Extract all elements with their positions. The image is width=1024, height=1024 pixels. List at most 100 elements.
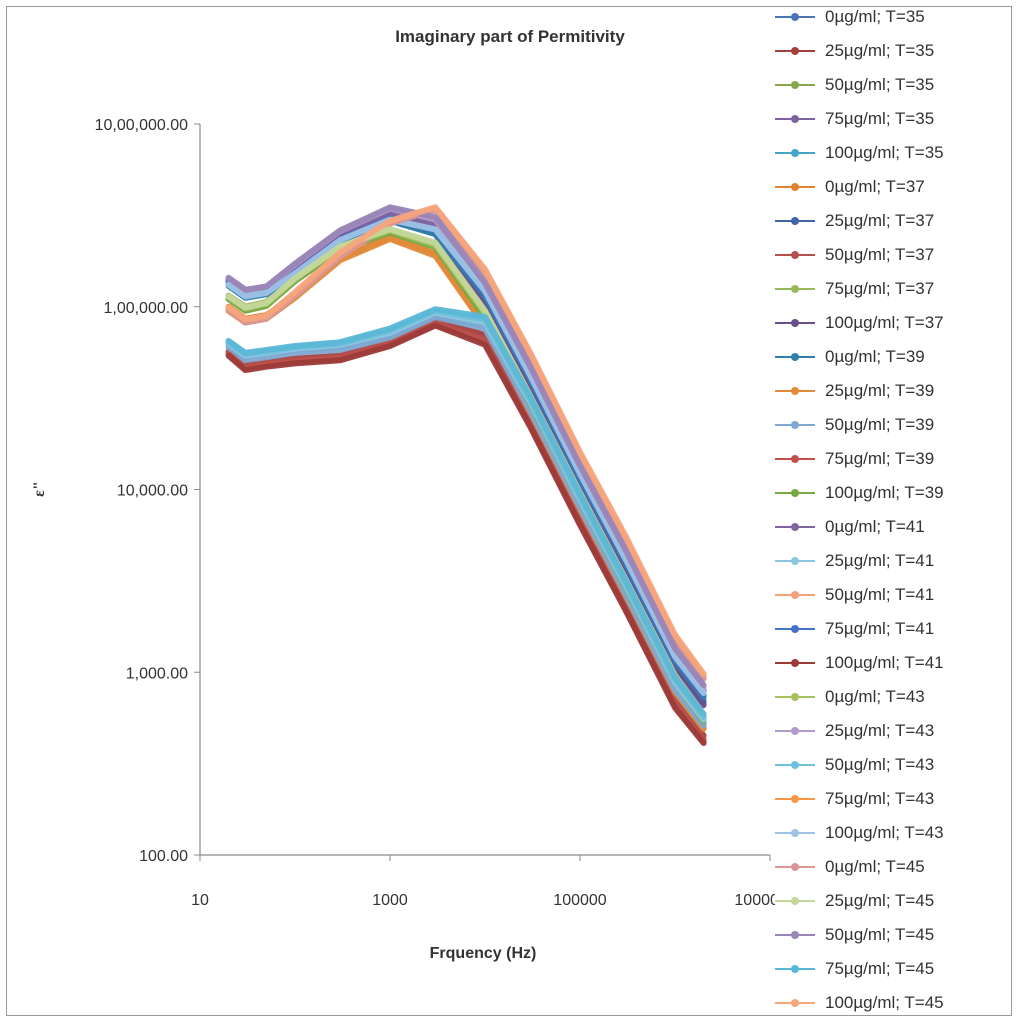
legend-item: 0µg/ml; T=35 <box>775 0 1020 34</box>
legend-label: 100µg/ml; T=43 <box>825 823 944 842</box>
legend-item: 100µg/ml; T=37 <box>775 306 1020 340</box>
legend-swatch <box>775 996 815 1010</box>
legend-item: 0µg/ml; T=37 <box>775 170 1020 204</box>
legend-label: 25µg/ml; T=35 <box>825 41 935 60</box>
legend-swatch <box>775 282 815 296</box>
legend-item: 100µg/ml; T=39 <box>775 476 1020 510</box>
legend-item: 25µg/ml; T=37 <box>775 204 1020 238</box>
legend-swatch <box>775 894 815 908</box>
series-line <box>225 322 707 746</box>
legend-swatch <box>775 928 815 942</box>
legend-swatch <box>775 690 815 704</box>
legend-label: 25µg/ml; T=43 <box>825 721 935 740</box>
legend-item: 75µg/ml; T=39 <box>775 442 1020 476</box>
legend-label: 100µg/ml; T=45 <box>825 993 944 1012</box>
legend-swatch <box>775 588 815 602</box>
legend-label: 0µg/ml; T=45 <box>825 857 925 876</box>
legend-swatch <box>775 316 815 330</box>
legend-label: 0µg/ml; T=35 <box>825 7 925 26</box>
legend-label: 0µg/ml; T=41 <box>825 517 925 536</box>
legend-swatch <box>775 724 815 738</box>
legend-label: 25µg/ml; T=37 <box>825 211 935 230</box>
series-line <box>225 307 707 720</box>
legend-swatch <box>775 792 815 806</box>
legend-item: 75µg/ml; T=45 <box>775 952 1020 986</box>
legend-item: 25µg/ml; T=43 <box>775 714 1020 748</box>
legend-label: 50µg/ml; T=39 <box>825 415 935 434</box>
series-line <box>225 319 707 743</box>
legend-item: 75µg/ml; T=35 <box>775 102 1020 136</box>
legend-label: 25µg/ml; T=39 <box>825 381 935 400</box>
legend-item: 0µg/ml; T=45 <box>775 850 1020 884</box>
series-line <box>225 309 707 723</box>
x-tick-label: 100000 <box>553 892 606 909</box>
legend-label: 100µg/ml; T=39 <box>825 483 944 502</box>
x-tick-label: 10000000 <box>734 892 775 909</box>
legend-label: 100µg/ml; T=41 <box>825 653 944 672</box>
series-line <box>225 313 707 729</box>
x-tick-label: 1000 <box>372 892 408 909</box>
legend-item: 0µg/ml; T=39 <box>775 340 1020 374</box>
y-tick-label: 100.00 <box>139 848 188 865</box>
legend-swatch <box>775 10 815 24</box>
series-line <box>225 234 707 731</box>
legend-item: 75µg/ml; T=43 <box>775 782 1020 816</box>
legend-item: 25µg/ml; T=45 <box>775 884 1020 918</box>
y-tick-label: 1,00,000.00 <box>103 300 188 317</box>
legend-label: 75µg/ml; T=39 <box>825 449 935 468</box>
legend-item: 50µg/ml; T=41 <box>775 578 1020 612</box>
legend-label: 0µg/ml; T=37 <box>825 177 925 196</box>
legend-swatch <box>775 248 815 262</box>
legend-item: 100µg/ml; T=45 <box>775 986 1020 1020</box>
y-tick-label: 10,00,000.00 <box>95 117 189 134</box>
x-tick-label: 10 <box>191 892 209 909</box>
legend-swatch <box>775 44 815 58</box>
legend-swatch <box>775 180 815 194</box>
legend-label: 75µg/ml; T=37 <box>825 279 935 298</box>
legend-item: 100µg/ml; T=43 <box>775 816 1020 850</box>
legend-item: 0µg/ml; T=41 <box>775 510 1020 544</box>
legend-swatch <box>775 656 815 670</box>
legend-swatch <box>775 554 815 568</box>
legend-label: 25µg/ml; T=45 <box>825 891 935 910</box>
legend-label: 50µg/ml; T=37 <box>825 245 935 264</box>
legend-label: 50µg/ml; T=43 <box>825 755 935 774</box>
legend-item: 75µg/ml; T=41 <box>775 612 1020 646</box>
legend-item: 25µg/ml; T=41 <box>775 544 1020 578</box>
legend-swatch <box>775 520 815 534</box>
legend-item: 50µg/ml; T=45 <box>775 918 1020 952</box>
chart-svg: Imaginary part of Permitivity 100.00 1,000… <box>31 27 775 962</box>
series-line <box>225 321 707 745</box>
legend-swatch <box>775 758 815 772</box>
series-line <box>225 312 707 728</box>
legend-label: 75µg/ml; T=35 <box>825 109 935 128</box>
legend-label: 50µg/ml; T=35 <box>825 75 935 94</box>
legend-swatch <box>775 826 815 840</box>
legend-label: 50µg/ml; T=45 <box>825 925 935 944</box>
legend-item: 100µg/ml; T=41 <box>775 646 1020 680</box>
series-line <box>225 229 707 725</box>
legend-item: 75µg/ml; T=37 <box>775 272 1020 306</box>
legend-label: 75µg/ml; T=45 <box>825 959 935 978</box>
legend-label: 25µg/ml; T=41 <box>825 551 935 570</box>
legend-swatch <box>775 384 815 398</box>
y-axis-label: ε" <box>31 481 48 497</box>
legend-label: 100µg/ml; T=37 <box>825 313 944 332</box>
legend-swatch <box>775 486 815 500</box>
legend-swatch <box>775 214 815 228</box>
chart-legend: 0µg/ml; T=35 25µg/ml; T=35 50µg/ml; T=35 75… <box>775 0 1020 1020</box>
x-axis-label: Frquency (Hz) <box>430 945 537 962</box>
legend-swatch <box>775 452 815 466</box>
legend-swatch <box>775 146 815 160</box>
legend-label: 50µg/ml; T=41 <box>825 585 935 604</box>
legend-label: 0µg/ml; T=39 <box>825 347 925 366</box>
legend-swatch <box>775 622 815 636</box>
legend-label: 0µg/ml; T=43 <box>825 687 925 706</box>
legend-label: 100µg/ml; T=35 <box>825 143 944 162</box>
y-tick-label: 1,000.00 <box>126 665 188 682</box>
legend-item: 25µg/ml; T=35 <box>775 34 1020 68</box>
series-line <box>225 204 707 689</box>
y-tick-label: 10,000.00 <box>117 483 188 500</box>
legend-item: 25µg/ml; T=39 <box>775 374 1020 408</box>
legend-item: 50µg/ml; T=37 <box>775 238 1020 272</box>
